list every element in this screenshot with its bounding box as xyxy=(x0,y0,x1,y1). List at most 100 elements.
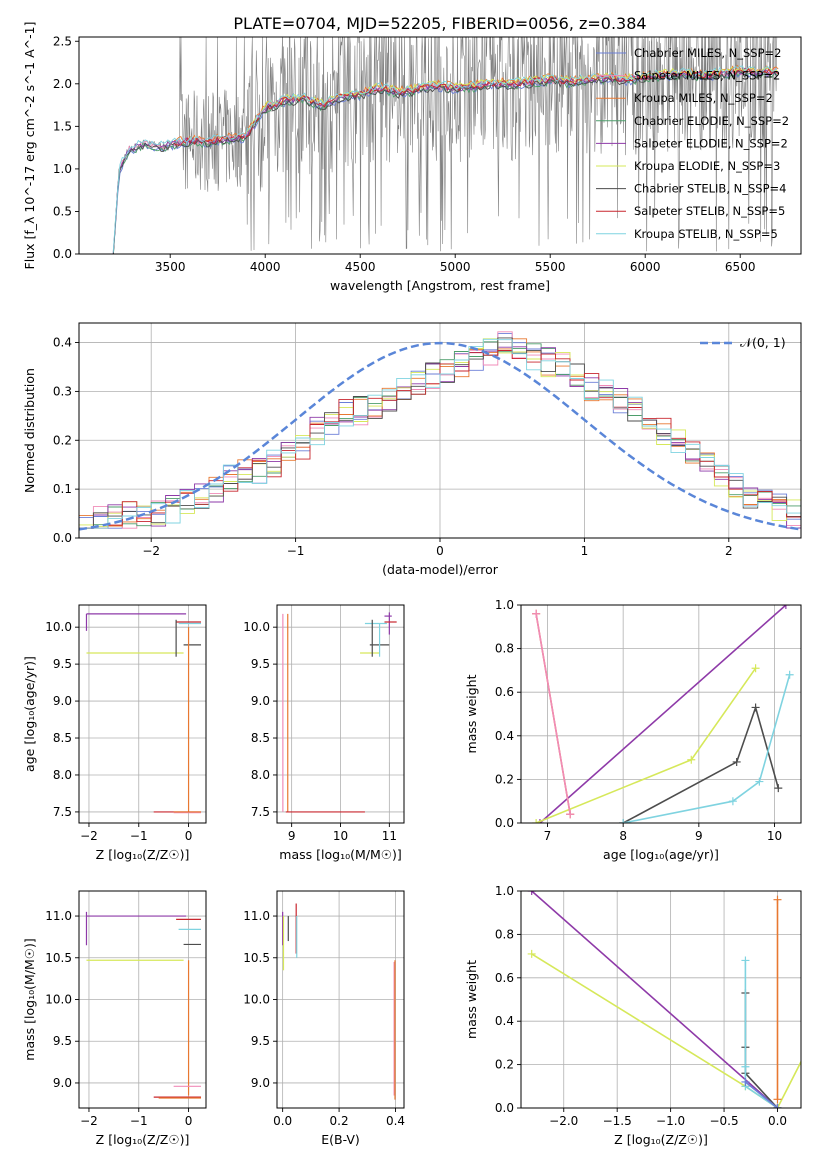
x-tick-label: −2 xyxy=(80,829,98,843)
y-tick-label: 0.1 xyxy=(53,482,72,496)
weight-marker xyxy=(619,819,628,823)
weight-marker xyxy=(527,949,536,958)
weight-marker xyxy=(728,797,737,806)
weight-line-5 xyxy=(535,613,571,815)
legend-label-normal: 𝒩(0, 1) xyxy=(740,335,786,350)
plot-area-massweight_vs_age xyxy=(532,605,794,823)
y-tick-label: 0.6 xyxy=(495,685,514,699)
weight-marker xyxy=(732,757,741,766)
x-tick-label: −1.5 xyxy=(603,1114,632,1128)
y-tick-label: 10.0 xyxy=(45,620,72,634)
weight-marker xyxy=(785,670,794,679)
y-tick-label: 10.0 xyxy=(243,620,270,634)
panel-age_vs_Z: −2 −1 0 7.5 8.0 8.5 9.0 9.5 10.0 Z [log₁₀(Z/Z☉)] a… xyxy=(22,604,207,862)
panel-residuals: −2 −1 0 1 2 0.0 0.1 0.2 0.3 0.4 (data-model)/error… xyxy=(22,322,802,577)
x-tick-label: −2.0 xyxy=(549,1114,578,1128)
plot-area-age_vs_mass xyxy=(282,612,397,813)
x-tick-label: 0.0 xyxy=(768,1114,787,1128)
weight-marker xyxy=(755,777,764,786)
panel-massweight_vs_age: 7 8 9 10 0.0 0.2 0.4 0.6 0.8 1.0 age [log₁₀(age/yr… xyxy=(464,598,802,862)
y-tick-label: 0.4 xyxy=(53,336,72,350)
y-axis-label: mass [log₁₀(M/M☉)] xyxy=(22,938,37,1060)
x-tick-label: −2 xyxy=(80,1114,98,1128)
x-tick-label: 4000 xyxy=(250,260,281,274)
x-tick-label: −2 xyxy=(142,544,160,558)
x-tick-label: 1 xyxy=(581,544,589,558)
x-tick-label: 0 xyxy=(185,1114,193,1128)
model-line-6 xyxy=(112,70,778,254)
legend-label-8: Kroupa STELIB, N_SSP=5 xyxy=(634,227,778,241)
x-tick-label: 4500 xyxy=(345,260,376,274)
y-tick-label: 10.0 xyxy=(243,993,270,1007)
legend-label-7: Salpeter STELIB, N_SSP=5 xyxy=(634,204,785,218)
x-tick-label: 9 xyxy=(288,829,296,843)
weight-marker xyxy=(751,703,760,712)
weight-marker xyxy=(773,1095,782,1104)
y-tick-label: 2.0 xyxy=(53,77,72,91)
x-tick-label: 10 xyxy=(333,829,348,843)
y-tick-label: 0.0 xyxy=(53,531,72,545)
plots-layer: 3500 4000 4500 5000 5500 6000 6500 0.0 0.5 1.0 1.5… xyxy=(22,22,814,1147)
y-axis-label: Flux [f_λ 10^-17 erg cm^-2 s^-1 A^-1] xyxy=(22,22,37,270)
y-tick-label: 9.5 xyxy=(53,657,72,671)
legend-label-5: Kroupa ELODIE, N_SSP=3 xyxy=(634,159,780,173)
y-tick-label: 0.4 xyxy=(495,729,514,743)
y-tick-label: 0.2 xyxy=(53,433,72,447)
y-tick-label: 1.0 xyxy=(53,162,72,176)
y-axis-label: Normed distribution xyxy=(22,368,37,493)
x-axis-label: wavelength [Angstrom, rest frame] xyxy=(330,278,550,293)
x-tick-label: 0 xyxy=(436,544,444,558)
normal-curve xyxy=(79,341,801,531)
y-tick-label: 9.0 xyxy=(251,694,270,708)
y-tick-label: 8.5 xyxy=(251,731,270,745)
y-axis-label: mass weight xyxy=(464,674,479,753)
x-tick-label: 7 xyxy=(544,829,552,843)
x-tick-label: −0.5 xyxy=(709,1114,738,1128)
weight-line-3 xyxy=(623,674,791,823)
panel-massweight_vs_Z: −2.0 −1.5 −1.0 −0.5 0.0 0.0 0.2 0.4 0.6 0.8 1.0 Z [… xyxy=(464,884,814,1147)
weight-line-1 xyxy=(535,667,757,823)
weight-line-0 xyxy=(539,605,787,823)
y-tick-label: 0.0 xyxy=(495,1101,514,1115)
y-tick-label: 0.4 xyxy=(495,1014,514,1028)
y-tick-label: 10.0 xyxy=(45,993,72,1007)
model-line-7 xyxy=(173,67,779,146)
x-tick-label: 6000 xyxy=(630,260,661,274)
model-line-8 xyxy=(112,65,778,253)
weight-marker xyxy=(687,755,696,764)
y-tick-label: 11.0 xyxy=(45,909,72,923)
legend-label-1: Salpeter MILES, N_SSP=2 xyxy=(634,69,780,83)
x-axis-label: age [log₁₀(age/yr)] xyxy=(603,847,719,862)
y-tick-label: 0.2 xyxy=(495,1058,514,1072)
weight-line-0 xyxy=(531,891,779,1108)
y-tick-label: 9.0 xyxy=(53,1076,72,1090)
y-tick-label: 7.5 xyxy=(53,805,72,819)
x-axis-label: Z [log₁₀(Z/Z☉)] xyxy=(96,1132,190,1147)
y-tick-label: 0.5 xyxy=(53,204,72,218)
weight-marker xyxy=(781,605,790,609)
x-tick-label: 3500 xyxy=(155,260,186,274)
x-tick-label: 0 xyxy=(185,829,193,843)
x-tick-label: 5500 xyxy=(535,260,566,274)
y-tick-label: 9.0 xyxy=(251,1076,270,1090)
weight-marker xyxy=(806,1041,814,1049)
weight-marker xyxy=(527,891,536,895)
weight-marker xyxy=(774,784,783,793)
x-tick-label: −1 xyxy=(287,544,305,558)
x-tick-label: 0.0 xyxy=(273,1114,292,1128)
model-line-4 xyxy=(112,67,778,254)
y-tick-label: 8.0 xyxy=(251,768,270,782)
x-axis-label: mass [log₁₀(M/M☉)] xyxy=(279,847,401,862)
x-tick-label: 5000 xyxy=(440,260,471,274)
y-axis-label: mass weight xyxy=(464,960,479,1039)
legend-label-6: Chabrier STELIB, N_SSP=4 xyxy=(634,182,786,196)
y-tick-label: 1.0 xyxy=(495,598,514,612)
y-tick-label: 0.0 xyxy=(495,816,514,830)
x-tick-label: −1 xyxy=(130,1114,148,1128)
weight-marker xyxy=(741,1062,750,1071)
y-tick-label: 0.8 xyxy=(495,927,514,941)
plot-area-mass_vs_ebv xyxy=(282,903,396,1100)
x-tick-label: 10 xyxy=(767,829,782,843)
axes-frame xyxy=(520,604,802,824)
weight-line-3 xyxy=(744,960,778,1108)
